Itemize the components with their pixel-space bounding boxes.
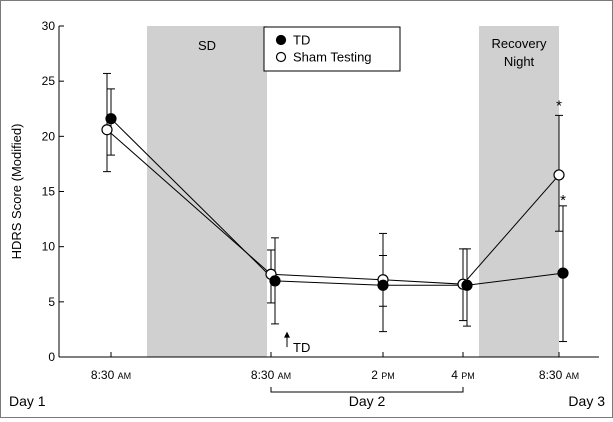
sham-point bbox=[553, 169, 565, 181]
td-arrow-head bbox=[284, 331, 290, 338]
y-tick-label: 15 bbox=[42, 185, 56, 199]
x-tick-label: 4 PM bbox=[451, 368, 475, 382]
x-tick-label: 8:30 AM bbox=[539, 368, 579, 382]
day2-label: Day 2 bbox=[349, 393, 386, 409]
td-arrow-label: TD bbox=[293, 340, 310, 355]
legend: TD Sham Testing bbox=[263, 26, 401, 72]
td-point bbox=[269, 275, 281, 287]
legend-label-td: TD bbox=[293, 33, 310, 48]
y-tick-label: 10 bbox=[42, 240, 56, 254]
day2-bracket-line bbox=[270, 387, 464, 393]
shaded-region-2 bbox=[479, 26, 559, 357]
shaded-regions: SD Recovery Night bbox=[147, 26, 559, 357]
legend-marker-td bbox=[275, 34, 287, 46]
legend-box bbox=[263, 26, 401, 72]
x-tick-label: 8:30 AM bbox=[251, 368, 291, 382]
day-labels: Day 1 Day 2 Day 3 bbox=[9, 393, 605, 409]
td-point bbox=[557, 267, 569, 279]
x-tick-label: 8:30 AM bbox=[91, 368, 131, 382]
sham-point bbox=[101, 124, 113, 136]
day2-bracket bbox=[270, 387, 464, 393]
shaded-region-1 bbox=[147, 26, 267, 357]
shaded-region-label-recovery: Recovery bbox=[492, 36, 547, 51]
significance-asterisk: * bbox=[556, 97, 562, 114]
td-point bbox=[377, 279, 389, 291]
td-point bbox=[461, 279, 473, 291]
shaded-region-label-sd: SD bbox=[198, 38, 216, 53]
y-axis-label: HDRS Score (Modified) bbox=[9, 124, 24, 260]
series-markers bbox=[101, 113, 569, 291]
y-tick-label: 0 bbox=[48, 350, 55, 364]
y-tick-label: 5 bbox=[48, 295, 55, 309]
day1-label: Day 1 bbox=[9, 393, 46, 409]
shaded-region-label-night: Night bbox=[504, 54, 535, 69]
y-axis-ticks: 0 5 10 15 20 25 30 HDRS Score (Modified) bbox=[9, 19, 64, 364]
y-tick-label: 25 bbox=[42, 74, 56, 88]
td-point bbox=[105, 113, 117, 125]
legend-label-sham: Sham Testing bbox=[293, 50, 372, 65]
y-tick-label: 30 bbox=[42, 19, 56, 33]
significance-asterisk: * bbox=[560, 192, 566, 209]
legend-marker-sham bbox=[275, 51, 287, 63]
annotations: * * TD bbox=[284, 97, 566, 355]
x-axis-ticks: 8:30 AM 8:30 AM 2 PM 4 PM 8:30 AM bbox=[91, 352, 579, 382]
x-tick-label: 2 PM bbox=[371, 368, 395, 382]
day3-label: Day 3 bbox=[568, 393, 605, 409]
y-tick-label: 20 bbox=[42, 129, 56, 143]
